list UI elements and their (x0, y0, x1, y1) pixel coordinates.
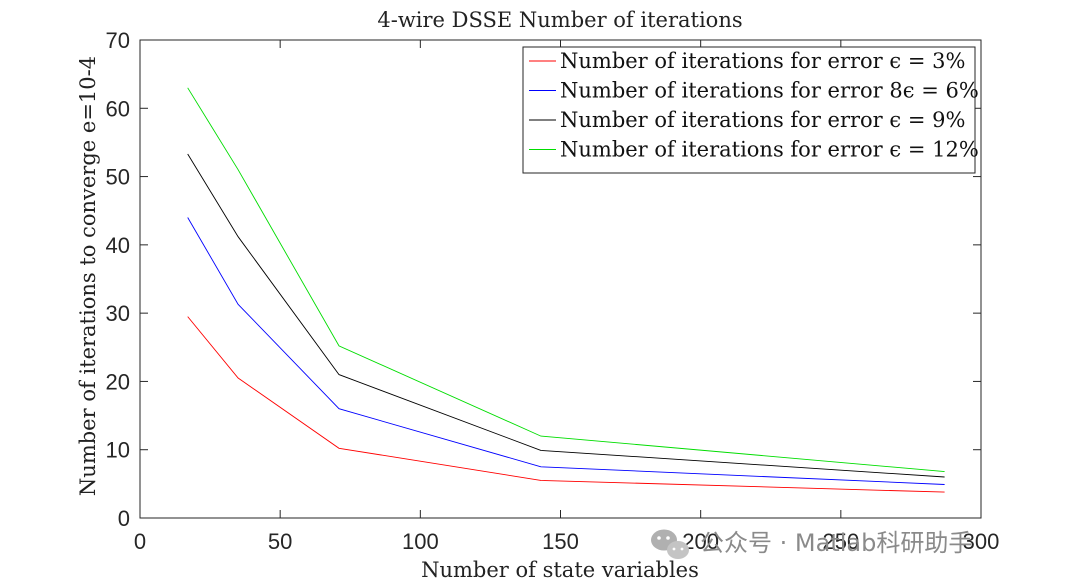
x-tick-label: 150 (542, 529, 579, 554)
legend-label: Number of iterations for error ϵ = 12% (560, 138, 979, 162)
series-line-1 (187, 316, 945, 493)
legend: Number of iterations for error ϵ = 3% Num… (522, 46, 979, 174)
y-tick-label: 60 (106, 96, 130, 121)
y-tick-label: 10 (106, 438, 130, 463)
x-tick-label: 100 (402, 529, 439, 554)
series-layer (187, 87, 945, 493)
y-tick-label: 40 (106, 233, 130, 258)
legend-label: Number of iterations for error ϵ = 9% (560, 108, 965, 132)
series-line-2 (187, 217, 945, 485)
watermark-text: 公众号 · Matlab科研助手 (700, 529, 972, 557)
legend-label: Number of iterations for error ϵ = 3% (560, 49, 965, 73)
axes (139, 39, 982, 519)
watermark: 公众号 · Matlab科研助手 (651, 529, 972, 559)
x-tick-label: 250 (822, 529, 859, 554)
series-line-3 (187, 153, 945, 478)
y-axis-label: Number of iterations to converge e=10-4 (76, 56, 100, 496)
y-tick-label: 20 (106, 369, 130, 394)
y-tick-label: 0 (118, 506, 130, 531)
legend-label: Number of iterations for error 8ϵ = 6% (560, 79, 979, 103)
y-tick-label: 30 (106, 301, 130, 326)
legend-box (522, 46, 976, 174)
x-tick-label: 50 (268, 529, 292, 554)
wechat-icon (651, 529, 689, 559)
y-tick-label: 50 (106, 165, 130, 190)
y-tick-label: 70 (106, 28, 130, 53)
x-tick-label: 300 (963, 529, 1000, 554)
x-axis-label: Number of state variables (421, 558, 699, 582)
chart-title: 4-wire DSSE Number of iterations (377, 8, 742, 32)
series-line-4 (187, 87, 945, 473)
x-tick-label: 0 (134, 529, 146, 554)
